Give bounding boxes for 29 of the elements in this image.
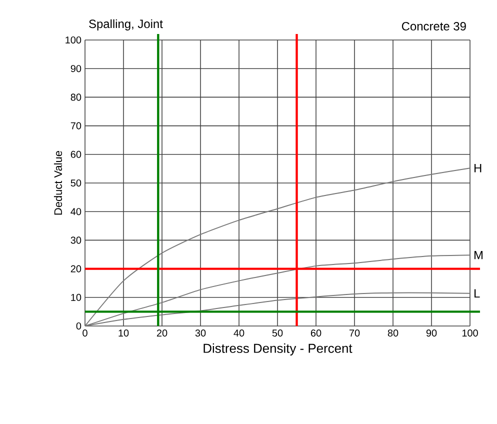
series-label: H (474, 164, 482, 172)
y-tick-label: 60 (70, 150, 82, 158)
y-tick-label: 90 (70, 65, 82, 72)
y-tick-label: 40 (70, 208, 82, 216)
y-axis-title: Deduct Value (54, 151, 62, 215)
x-tick-label: 70 (349, 330, 360, 337)
chart-title: Spalling, Joint (89, 19, 163, 30)
y-tick-label: 100 (66, 36, 82, 44)
x-tick-label: 80 (388, 330, 398, 337)
chart-subtitle: Concrete 39 (402, 22, 466, 30)
x-tick-label: 100 (462, 330, 478, 337)
x-tick-label: 60 (310, 330, 322, 337)
x-tick-label: 0 (82, 330, 88, 337)
y-tick-label: 50 (70, 179, 82, 187)
x-tick-label: 20 (156, 330, 168, 337)
y-tick-label: 80 (70, 94, 82, 101)
y-tick-label: 20 (70, 265, 82, 272)
y-tick-label: 0 (76, 322, 82, 330)
x-tick-label: 30 (195, 330, 206, 337)
x-tick-label: 50 (272, 330, 283, 337)
x-tick-label: 10 (118, 330, 129, 337)
y-tick-label: 70 (70, 122, 82, 130)
y-tick-label: 30 (70, 236, 82, 244)
y-tick-label: 10 (71, 294, 82, 301)
x-axis-title: Distress Density - Percent (204, 343, 352, 356)
x-tick-label: 90 (426, 330, 437, 337)
x-tick-label: 40 (234, 330, 244, 337)
series-label: L (474, 289, 480, 298)
series-label: M (474, 250, 482, 260)
